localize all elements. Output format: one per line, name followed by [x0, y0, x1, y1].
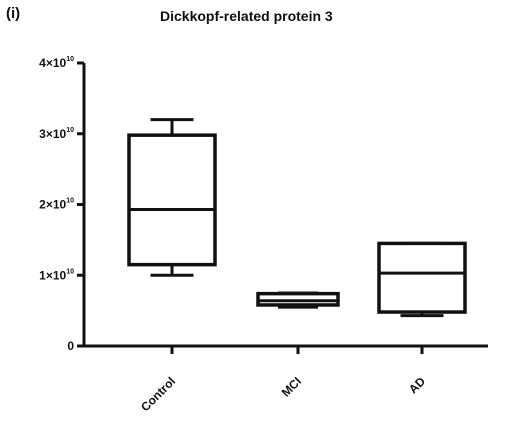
y-tick-label: 0: [67, 339, 74, 353]
x-tick-label: MCI: [279, 374, 304, 399]
panel-label: (i): [6, 5, 21, 22]
box-iqr: [127, 133, 217, 267]
y-tick-label: 2×1010: [39, 198, 74, 212]
y-tick-label: 1×1010: [39, 268, 74, 282]
y-tick-label: 3×1010: [39, 127, 74, 141]
box-iqr: [377, 241, 467, 314]
x-tick-label: AD: [406, 374, 428, 396]
x-tick-label: Control: [138, 374, 178, 414]
chart-title: Dickkopf-related protein 3: [160, 8, 333, 24]
y-tick-label: 4×1010: [39, 56, 74, 70]
